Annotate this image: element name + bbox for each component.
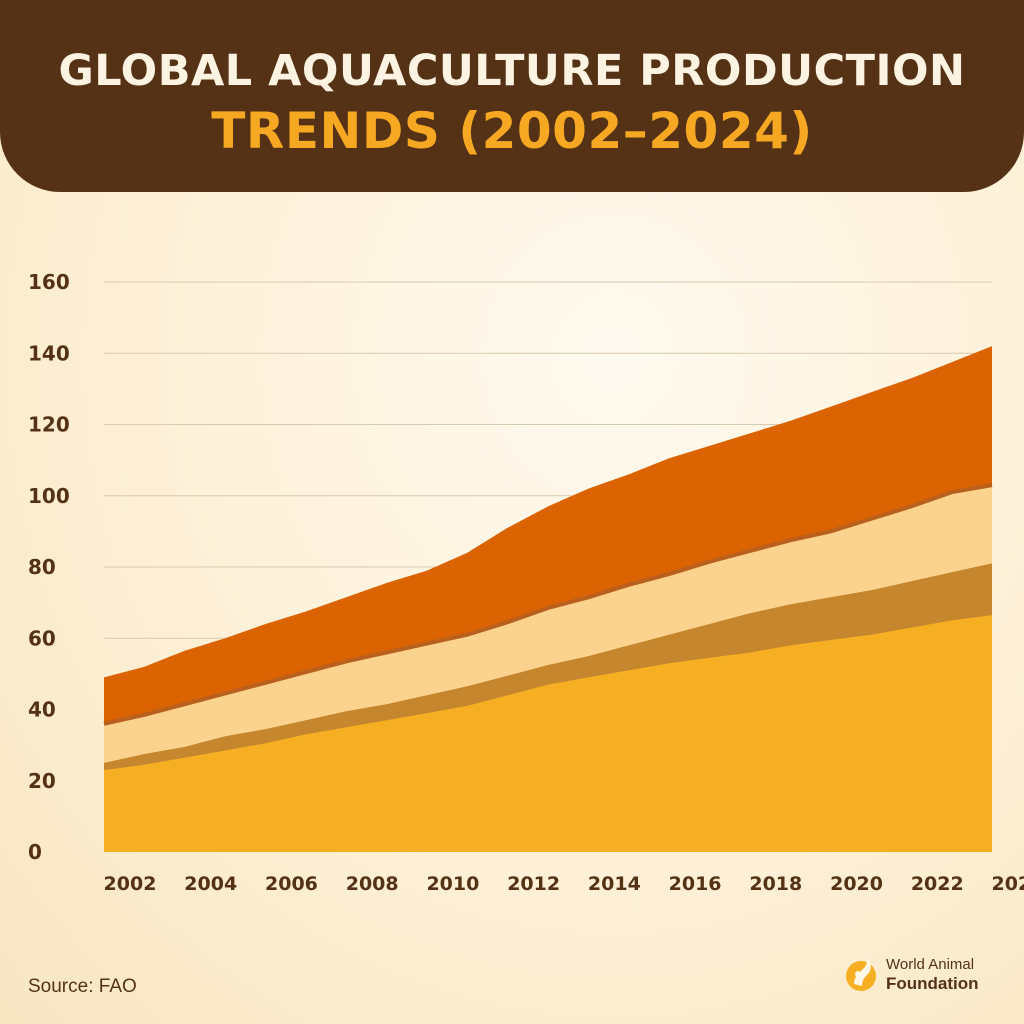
x-tick-label: 2008 xyxy=(346,873,399,895)
y-tick-label: 100 xyxy=(28,484,70,508)
area-layers xyxy=(103,346,993,852)
x-tick-label: 2016 xyxy=(669,873,722,895)
x-tick-label: 2014 xyxy=(588,873,641,895)
y-tick-label: 0 xyxy=(28,840,42,864)
layer-separator xyxy=(103,483,993,726)
x-tick-label: 2022 xyxy=(911,873,964,895)
y-tick-label: 160 xyxy=(28,270,70,294)
logo-text-line1: World Animal xyxy=(886,956,975,973)
y-tick-label: 80 xyxy=(28,555,56,579)
x-tick-label: 2006 xyxy=(265,873,318,895)
x-tick-label: 2004 xyxy=(184,873,237,895)
x-axis-ticks: 2002 2004 2006 2008 2010 2012 2014 2016 2018 2020… xyxy=(104,873,1024,895)
x-tick-label: 2002 xyxy=(104,873,157,895)
x-tick-label: 2020 xyxy=(830,873,883,895)
x-tick-label: 2010 xyxy=(426,873,479,895)
y-tick-label: 120 xyxy=(28,413,70,437)
y-tick-label: 60 xyxy=(28,626,56,650)
logo-text-line2: Foundation xyxy=(886,974,979,993)
y-tick-label: 20 xyxy=(28,769,56,793)
title-banner: GLOBAL AQUACULTURE PRODUCTION TRENDS (20… xyxy=(0,0,1024,192)
brand-logo: World Animal Foundation xyxy=(844,952,1004,1002)
y-tick-label: 40 xyxy=(28,698,56,722)
source-note: Source: FAO xyxy=(28,976,137,997)
y-axis-ticks: 0 20 40 60 80 100 120 140 160 xyxy=(28,270,70,864)
chart-title-line2: TRENDS (2002–2024) xyxy=(211,102,813,160)
logo-icon xyxy=(846,958,876,991)
y-tick-label: 140 xyxy=(28,341,70,365)
chart-title-line1: GLOBAL AQUACULTURE PRODUCTION xyxy=(58,46,966,96)
x-tick-label: 2012 xyxy=(507,873,560,895)
x-tick-label: 2024 xyxy=(992,873,1024,895)
x-tick-label: 2018 xyxy=(749,873,802,895)
area-layer-1 xyxy=(104,615,992,852)
